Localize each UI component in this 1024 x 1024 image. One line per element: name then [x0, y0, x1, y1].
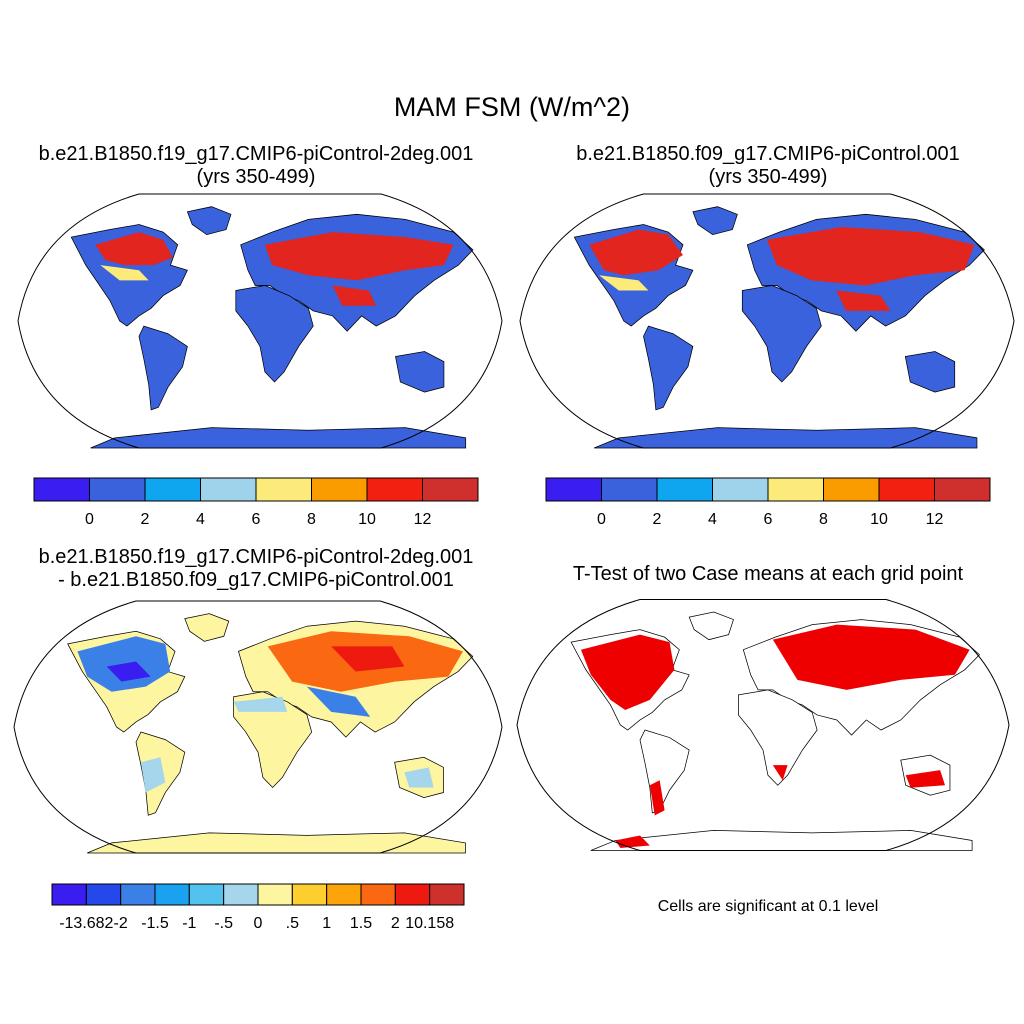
snow-melt-high-band	[589, 227, 975, 311]
difference-anomalies	[77, 631, 463, 793]
colorbar-tick-label: 2	[391, 915, 400, 932]
colorbar-tick-label: -2	[114, 915, 128, 932]
colorbar-box	[89, 477, 146, 502]
colorbar-box	[545, 477, 602, 502]
colorbar-difference: -13.682 -2 -1.5 -1 -.5 0 .5 1 1.5 2 10.158	[51, 883, 465, 932]
panel-title-difference-line1: b.e21.B1850.f19_g17.CMIP6-piControl-2deg…	[38, 546, 474, 568]
colorbar-box	[712, 477, 769, 502]
colorbar-box	[823, 477, 880, 502]
colorbar-box	[255, 477, 312, 502]
figure-title: MAM FSM (W/m^2)	[393, 92, 631, 122]
panel-title-case2: b.e21.B1850.f09_g17.CMIP6-piControl.001 …	[512, 143, 1024, 189]
panel-title-ttest: T-Test of two Case means at each grid po…	[572, 563, 964, 585]
map-panel-case1	[18, 194, 502, 448]
colorbar-tick-label: 1	[322, 915, 331, 932]
colorbar-box	[601, 477, 658, 502]
colorbar-tick-label: 10	[870, 511, 888, 528]
colorbar-box	[326, 883, 362, 906]
colorbar-tick-label: 4	[708, 511, 717, 528]
snow-melt-high-band	[95, 232, 454, 306]
map-panel-case2	[520, 194, 1014, 448]
colorbar-tick-label: 6	[252, 511, 261, 528]
significant-cells	[580, 624, 970, 848]
colorbar-tick-label: 10	[358, 511, 376, 528]
colorbar-box	[200, 477, 257, 502]
colorbar-box	[188, 883, 225, 906]
colorbar-tick-label: -13.682	[59, 915, 113, 932]
colorbar-case1: 0 2 4 6 8 10 12	[33, 477, 479, 528]
colorbar-box	[429, 883, 465, 906]
colorbar-box	[33, 477, 90, 502]
colorbar-tick-label: 0	[85, 511, 94, 528]
significance-note: Cells are significant at 0.1 level	[657, 898, 879, 915]
colorbar-tick-label: 2	[141, 511, 150, 528]
colorbar-case2: 0 2 4 6 8 10 12	[545, 477, 991, 528]
colorbar-tick-label: 1.5	[350, 915, 372, 932]
colorbar-box	[934, 477, 991, 502]
colorbar-tick-label: 10.158	[405, 915, 454, 932]
panel-title-case1: b.e21.B1850.f19_g17.CMIP6-piControl-2deg…	[0, 143, 512, 189]
colorbar-tick-label: 0	[254, 915, 263, 932]
colorbar-box	[144, 477, 201, 502]
colorbar-tick-label: -1	[182, 915, 196, 932]
map-panel-difference	[14, 601, 502, 853]
panel-title-difference: b.e21.B1850.f19_g17.CMIP6-piControl-2deg…	[0, 546, 512, 592]
colorbar-box	[120, 883, 156, 906]
colorbar-box	[51, 883, 87, 906]
colorbar-box	[223, 883, 259, 906]
colorbar-box	[767, 477, 824, 502]
colorbar-box	[422, 477, 479, 502]
colorbar-box	[656, 477, 713, 502]
panel-title-case1-line1: b.e21.B1850.f19_g17.CMIP6-piControl-2deg…	[38, 143, 474, 165]
panel-title-case1-line2: (yrs 350-499)	[196, 166, 316, 188]
colorbar-box	[366, 477, 423, 502]
panel-title-case2-line2: (yrs 350-499)	[708, 166, 828, 188]
colorbar-tick-label: 12	[926, 511, 944, 528]
colorbar-box	[311, 477, 368, 502]
colorbar-box	[257, 883, 293, 906]
panel-title-case2-line1: b.e21.B1850.f09_g17.CMIP6-piControl.001	[576, 143, 960, 165]
colorbar-tick-label: 2	[653, 511, 662, 528]
colorbar-box	[360, 883, 396, 906]
colorbar-box	[878, 477, 935, 502]
colorbar-box	[85, 883, 122, 906]
colorbar-tick-label: 12	[414, 511, 432, 528]
colorbar-tick-label: 6	[764, 511, 773, 528]
colorbar-tick-label: 8	[819, 511, 828, 528]
colorbar-box	[291, 883, 328, 906]
colorbar-tick-label: -1.5	[141, 915, 169, 932]
panel-title-difference-line2: - b.e21.B1850.f09_g17.CMIP6-piControl.00…	[58, 569, 454, 591]
colorbar-tick-label: .5	[286, 915, 299, 932]
colorbar-tick-label: 8	[307, 511, 316, 528]
colorbar-box	[154, 883, 190, 906]
map-panel-ttest	[517, 600, 1009, 851]
colorbar-tick-label: 4	[196, 511, 205, 528]
colorbar-tick-label: -.5	[214, 915, 233, 932]
colorbar-box	[394, 883, 431, 906]
colorbar-tick-label: 0	[597, 511, 606, 528]
